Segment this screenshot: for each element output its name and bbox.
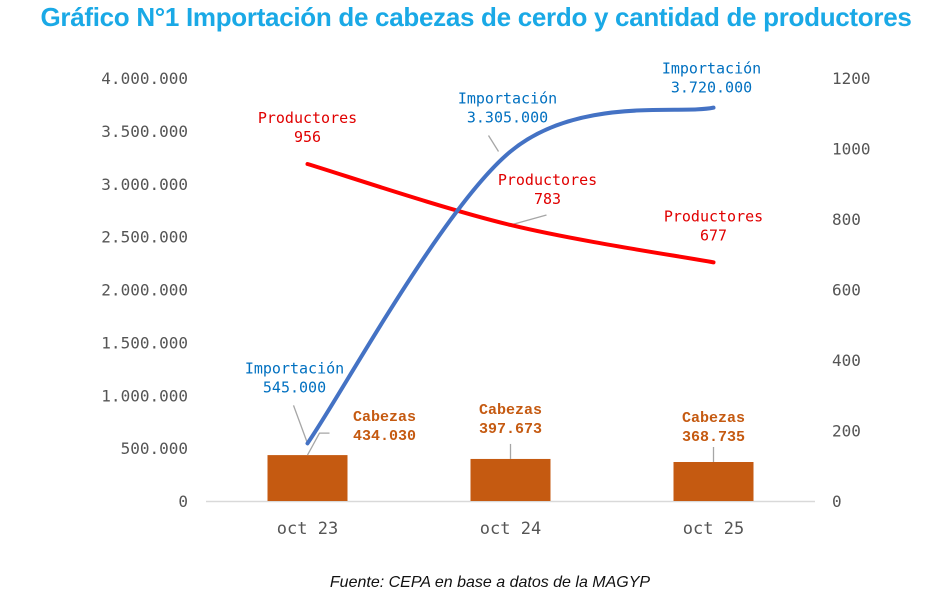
- leader-line: [306, 432, 330, 456]
- data-label-productores-value: 956: [294, 128, 321, 146]
- line-importacion: [305, 105, 716, 446]
- data-label-cabezas-name: Cabezas: [682, 410, 745, 427]
- data-label-importacion-value: 545.000: [263, 378, 326, 396]
- data-label-importacion-value: 3.720.000: [671, 79, 752, 97]
- bar-cabezas: [673, 462, 754, 501]
- data-label-cabezas-value: 397.673: [479, 421, 542, 438]
- right-axis-tick-label: 800: [832, 210, 861, 229]
- right-axis-tick-label: 200: [832, 422, 861, 441]
- data-label-productores-value: 677: [700, 226, 727, 244]
- x-axis-tick-label: oct 23: [277, 519, 338, 539]
- data-label-productores-name: Productores: [498, 171, 597, 189]
- chart-title: Gráfico N°1 Importación de cabezas de ce…: [40, 2, 912, 32]
- left-axis-tick-label: 0: [178, 492, 188, 511]
- x-axis-tick-label: oct 25: [683, 519, 744, 539]
- right-axis-tick-label: 400: [832, 351, 861, 370]
- right-axis-tick-label: 0: [832, 492, 842, 511]
- data-label-cabezas-name: Cabezas: [479, 402, 542, 419]
- right-axis-tick-label: 1000: [832, 140, 871, 159]
- line-series: [305, 105, 716, 446]
- source-note: Fuente: CEPA en base a datos de la MAGYP: [329, 574, 651, 591]
- left-axis-tick-label: 2.500.000: [101, 228, 188, 247]
- left-axis-tick-label: 1.500.000: [101, 333, 188, 352]
- left-axis-tick-label: 4.000.000: [101, 69, 188, 88]
- data-label-productores-value: 783: [534, 190, 561, 208]
- left-axis-tick-label: 500.000: [121, 439, 188, 458]
- data-label-importacion-value: 3.305.000: [467, 108, 548, 126]
- bars-cabezas: [267, 455, 754, 501]
- left-axis-tick-label: 3.500.000: [101, 122, 188, 141]
- right-axis-tick-label: 1200: [832, 69, 871, 88]
- label-leader-lines: [292, 135, 715, 463]
- x-axis-tick-label: oct 24: [480, 519, 541, 539]
- left-axis-tick-label: 3.000.000: [101, 175, 188, 194]
- data-label-importacion-name: Importación: [245, 359, 344, 377]
- leader-line: [292, 405, 309, 444]
- data-label-productores-name: Productores: [664, 207, 763, 225]
- x-axis: oct 23 oct 24 oct 25: [277, 519, 744, 539]
- left-axis-tick-label: 2.000.000: [101, 281, 188, 300]
- data-label-cabezas-name: Cabezas: [353, 409, 416, 426]
- line-productores: [305, 162, 716, 265]
- bar-cabezas: [267, 455, 348, 501]
- data-label-importacion-name: Importación: [662, 60, 761, 78]
- data-label-cabezas-value: 368.735: [682, 429, 745, 446]
- left-axis-tick-label: 1.000.000: [101, 386, 188, 405]
- bar-cabezas: [470, 458, 551, 501]
- leader-line: [510, 214, 547, 226]
- data-labels: Cabezas 434.030 Cabezas 397.673 Cabezas 368.7…: [245, 60, 763, 446]
- data-label-productores-name: Productores: [258, 109, 357, 127]
- left-axis: 0 500.000 1.000.000 1.500.000 2.000.000 2.500…: [101, 69, 188, 511]
- data-label-importacion-name: Importación: [458, 89, 557, 107]
- right-axis-tick-label: 600: [832, 281, 861, 300]
- data-label-cabezas-value: 434.030: [353, 428, 416, 445]
- leader-line: [487, 135, 500, 152]
- right-axis: 0 200 400 600 800 1000 1200: [832, 69, 871, 511]
